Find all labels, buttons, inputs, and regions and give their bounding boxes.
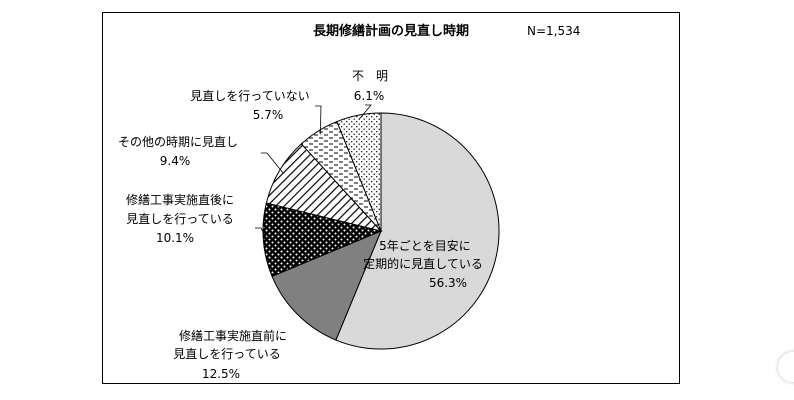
slice-label-line: 見直しを行っている (173, 347, 280, 361)
slice-label-line: 定期的に見直している (363, 256, 483, 271)
slice-label-2: 修繕工事実施直後に 見直しを行っている 10.1% (126, 192, 234, 245)
leader-line-4 (315, 105, 322, 135)
slice-label-5: 不 明 6.1% (352, 69, 388, 103)
slice-pct: 12.5% (202, 367, 240, 381)
pie-chart: 長期修繕計画の見直し時期 N=1,534 5年ごとを目安に 定期的に見直している… (118, 23, 580, 381)
slice-pct: 9.4% (160, 154, 191, 168)
slice-pct: 5.7% (253, 108, 284, 122)
pie-slice-0 (335, 112, 500, 350)
slice-label-line: 修繕工事実施直後に (126, 192, 234, 207)
slice-pct: 56.3% (429, 276, 467, 290)
slice-label-line: 不 明 (352, 69, 388, 83)
slice-label-line: その他の時期に見直し (118, 135, 238, 149)
pie-slice-2 (262, 202, 383, 277)
leader-line-3 (261, 152, 284, 174)
slice-label-3: その他の時期に見直し 9.4% (118, 135, 238, 168)
slice-label-1: 修繕工事実施直前に 見直しを行っている 12.5% (173, 328, 287, 381)
chart-title: 長期修繕計画の見直し時期 (313, 23, 469, 39)
slice-label-4: 見直しを行っていない 5.7% (190, 89, 309, 122)
slice-pct: 6.1% (354, 89, 385, 103)
leader-line-2 (255, 227, 268, 240)
slice-label-0: 5年ごとを目安に 定期的に見直している 56.3% (363, 238, 483, 290)
slice-label-line: 見直しを行っていない (190, 89, 309, 103)
pie-slice-1 (271, 230, 382, 341)
chart-frame: 長期修繕計画の見直し時期 N=1,534 5年ごとを目安に 定期的に見直している… (102, 12, 680, 384)
slice-pct: 10.1% (156, 231, 194, 245)
slice-label-line: 見直しを行っている (126, 212, 233, 226)
slice-label-line: 修繕工事実施直前に (179, 328, 287, 343)
pie-slice-5 (336, 112, 382, 232)
leader-line-5 (359, 104, 372, 120)
floating-action-button[interactable] (778, 352, 794, 382)
sample-size: N=1,534 (527, 24, 580, 38)
slice-label-line: 5年ごとを目安に (379, 238, 471, 253)
